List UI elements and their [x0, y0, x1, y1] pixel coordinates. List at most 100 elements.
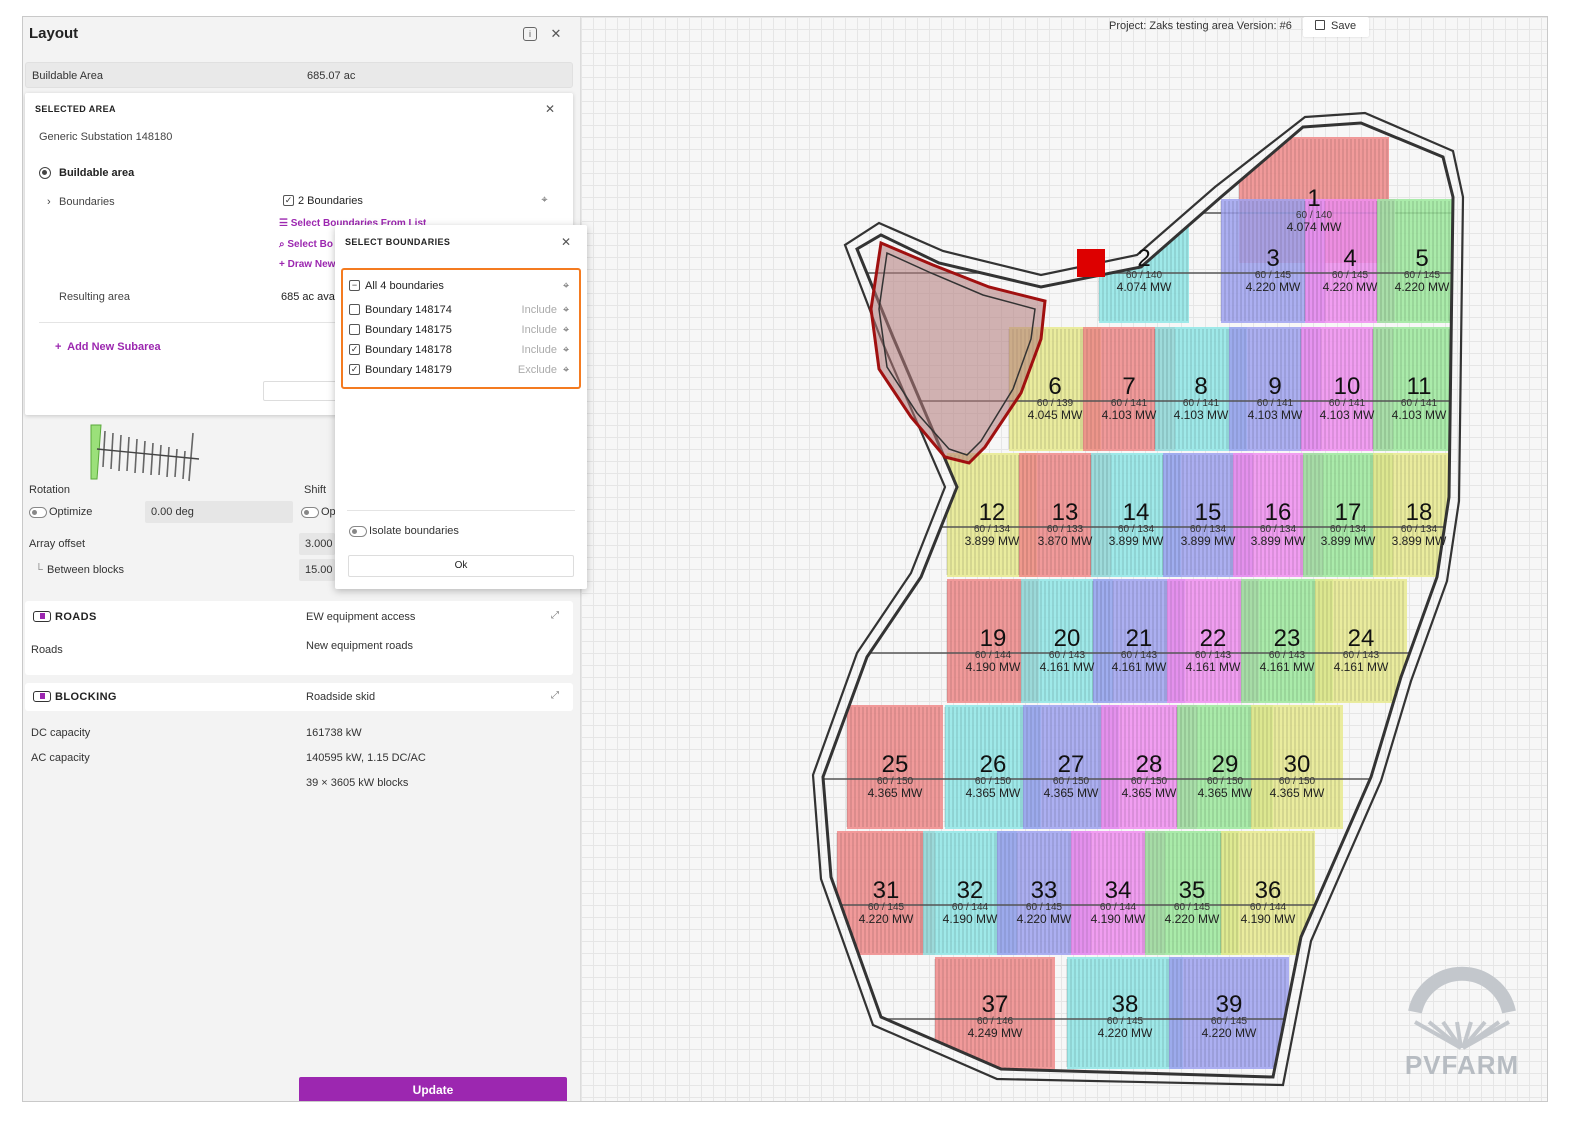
block-area[interactable]: [1251, 705, 1343, 829]
list-item[interactable]: ✓ Boundary 148179 Exclude ⌖: [349, 362, 575, 378]
block-label-2[interactable]: 2 60 / 140 4.074 MW: [1103, 247, 1185, 294]
save-button[interactable]: Save: [1303, 17, 1369, 37]
block-label-4[interactable]: 4 60 / 145 4.220 MW: [1309, 247, 1391, 294]
block-number: 36: [1254, 877, 1282, 904]
block-label-35[interactable]: 35 60 / 145 4.220 MW: [1149, 879, 1235, 926]
block-label-18[interactable]: 18 60 / 134 3.899 MW: [1377, 501, 1461, 548]
block-label-38[interactable]: 38 60 / 145 4.220 MW: [1071, 993, 1179, 1040]
substation-marker[interactable]: [1077, 249, 1105, 277]
block-label-39[interactable]: 39 60 / 145 4.220 MW: [1173, 993, 1285, 1040]
block-label-17[interactable]: 17 60 / 134 3.899 MW: [1307, 501, 1389, 548]
update-button[interactable]: Update: [299, 1077, 567, 1101]
block-label-25[interactable]: 25 60 / 150 4.365 MW: [851, 753, 939, 800]
blocking-toggle[interactable]: [33, 691, 51, 702]
block-label-26[interactable]: 26 60 / 150 4.365 MW: [949, 753, 1037, 800]
array-offset-input[interactable]: 3.000: [299, 533, 335, 555]
block-label-13[interactable]: 13 60 / 133 3.870 MW: [1023, 501, 1107, 548]
boundary-checkbox[interactable]: [349, 324, 360, 335]
block-label-1[interactable]: 1 60 / 140 4.074 MW: [1243, 187, 1385, 234]
block-label-22[interactable]: 22 60 / 143 4.161 MW: [1171, 627, 1255, 674]
ok-button[interactable]: Ok: [348, 555, 574, 577]
block-label-8[interactable]: 8 60 / 141 4.103 MW: [1159, 375, 1243, 422]
block-label-32[interactable]: 32 60 / 144 4.190 MW: [927, 879, 1013, 926]
block-area[interactable]: [1315, 579, 1407, 703]
add-subarea-button[interactable]: + Add New Subarea: [55, 341, 161, 353]
block-label-11[interactable]: 11 60 / 141 4.103 MW: [1377, 375, 1461, 422]
focus-icon[interactable]: ⌖: [563, 344, 570, 356]
boundary-checkbox[interactable]: ✓: [349, 344, 360, 355]
block-number: 25: [881, 751, 909, 778]
block-label-31[interactable]: 31 60 / 145 4.220 MW: [841, 879, 931, 926]
select-boundaries-list-link[interactable]: ☰ Select Boundaries From List: [279, 218, 427, 226]
all-boundaries-checkbox[interactable]: −: [349, 280, 360, 291]
block-area[interactable]: [1067, 957, 1183, 1069]
boundaries-checkbox[interactable]: ✓: [283, 195, 294, 206]
shift-optimize-toggle[interactable]: [301, 507, 319, 518]
block-area[interactable]: [1169, 957, 1289, 1069]
block-label-23[interactable]: 23 60 / 143 4.161 MW: [1245, 627, 1329, 674]
buildable-area-radio[interactable]: [39, 167, 51, 179]
block-area[interactable]: [837, 831, 935, 955]
block-label-33[interactable]: 33 60 / 145 4.220 MW: [1001, 879, 1087, 926]
block-area[interactable]: [1373, 327, 1465, 451]
block-label-24[interactable]: 24 60 / 143 4.161 MW: [1319, 627, 1403, 674]
boundary-checkbox[interactable]: ✓: [349, 364, 360, 375]
block-label-16[interactable]: 16 60 / 134 3.899 MW: [1237, 501, 1319, 548]
block-label-9[interactable]: 9 60 / 141 4.103 MW: [1233, 375, 1317, 422]
close-icon[interactable]: ✕: [560, 235, 572, 249]
block-label-14[interactable]: 14 60 / 134 3.899 MW: [1095, 501, 1177, 548]
block-label-36[interactable]: 36 60 / 144 4.190 MW: [1225, 879, 1311, 926]
buildable-area-row: Buildable Area 685.07 ac: [25, 62, 573, 88]
close-icon[interactable]: ✕: [544, 102, 556, 116]
info-icon[interactable]: i: [523, 27, 537, 41]
block-label-6[interactable]: 6 60 / 139 4.045 MW: [1013, 375, 1097, 422]
list-item[interactable]: ✓ Boundary 148178 Include ⌖: [349, 342, 575, 358]
boundary-action[interactable]: Include: [521, 324, 557, 336]
block-area[interactable]: [1221, 831, 1315, 955]
close-icon[interactable]: ✕: [550, 26, 562, 41]
boundary-action[interactable]: Include: [521, 344, 557, 356]
block-label-29[interactable]: 29 60 / 150 4.365 MW: [1181, 753, 1269, 800]
chevron-right-icon[interactable]: ›: [47, 196, 51, 208]
focus-icon[interactable]: ⌖: [563, 364, 570, 376]
all-boundaries-row[interactable]: − All 4 boundaries ⌖: [349, 278, 575, 294]
block-label-21[interactable]: 21 60 / 143 4.161 MW: [1097, 627, 1181, 674]
list-item[interactable]: Boundary 148175 Include ⌖: [349, 322, 575, 338]
block-area[interactable]: [1377, 199, 1467, 323]
boundary-action[interactable]: Exclude: [517, 364, 557, 376]
focus-icon[interactable]: ⌖: [563, 280, 570, 292]
focus-icon[interactable]: ⌖: [541, 194, 548, 206]
select-boundaries-map-link[interactable]: ⌕ Select Bo: [279, 239, 333, 250]
block-label-15[interactable]: 15 60 / 134 3.899 MW: [1167, 501, 1249, 548]
hidden-button[interactable]: [263, 381, 343, 401]
block-label-34[interactable]: 34 60 / 144 4.190 MW: [1075, 879, 1161, 926]
block-area[interactable]: [847, 705, 943, 829]
isolate-boundaries-toggle[interactable]: [349, 526, 367, 537]
block-label-20[interactable]: 20 60 / 143 4.161 MW: [1025, 627, 1109, 674]
block-label-10[interactable]: 10 60 / 141 4.103 MW: [1305, 375, 1389, 422]
rotation-optimize-toggle[interactable]: [29, 507, 47, 518]
between-blocks-input[interactable]: 15.00: [299, 559, 335, 581]
rotation-input[interactable]: 0.00 deg: [145, 501, 293, 523]
list-item[interactable]: Boundary 148174 Include ⌖: [349, 302, 575, 318]
block-label-30[interactable]: 30 60 / 150 4.365 MW: [1255, 753, 1339, 800]
map-canvas[interactable]: Project: Zaks testing area Version: #6 S…: [581, 17, 1547, 1101]
block-label-27[interactable]: 27 60 / 150 4.365 MW: [1027, 753, 1115, 800]
draw-new-link[interactable]: + Draw New: [279, 259, 336, 270]
block-label-28[interactable]: 28 60 / 150 4.365 MW: [1105, 753, 1193, 800]
block-label-37[interactable]: 37 60 / 146 4.249 MW: [939, 993, 1051, 1040]
focus-icon[interactable]: ⌖: [563, 304, 570, 316]
boundary-action[interactable]: Include: [521, 304, 557, 316]
block-label-3[interactable]: 3 60 / 145 4.220 MW: [1225, 247, 1321, 294]
expand-icon[interactable]: ⤢: [551, 690, 559, 701]
block-number: 20: [1053, 625, 1081, 652]
roads-toggle[interactable]: [33, 611, 51, 622]
block-label-7[interactable]: 7 60 / 141 4.103 MW: [1087, 375, 1171, 422]
focus-icon[interactable]: ⌖: [563, 324, 570, 336]
block-label-5[interactable]: 5 60 / 145 4.220 MW: [1381, 247, 1463, 294]
expand-icon[interactable]: ⤢: [551, 610, 559, 621]
block-label-12[interactable]: 12 60 / 134 3.899 MW: [951, 501, 1033, 548]
boundary-checkbox[interactable]: [349, 304, 360, 315]
substation-name: Generic Substation 148180: [39, 131, 173, 143]
block-label-19[interactable]: 19 60 / 144 4.190 MW: [951, 627, 1035, 674]
